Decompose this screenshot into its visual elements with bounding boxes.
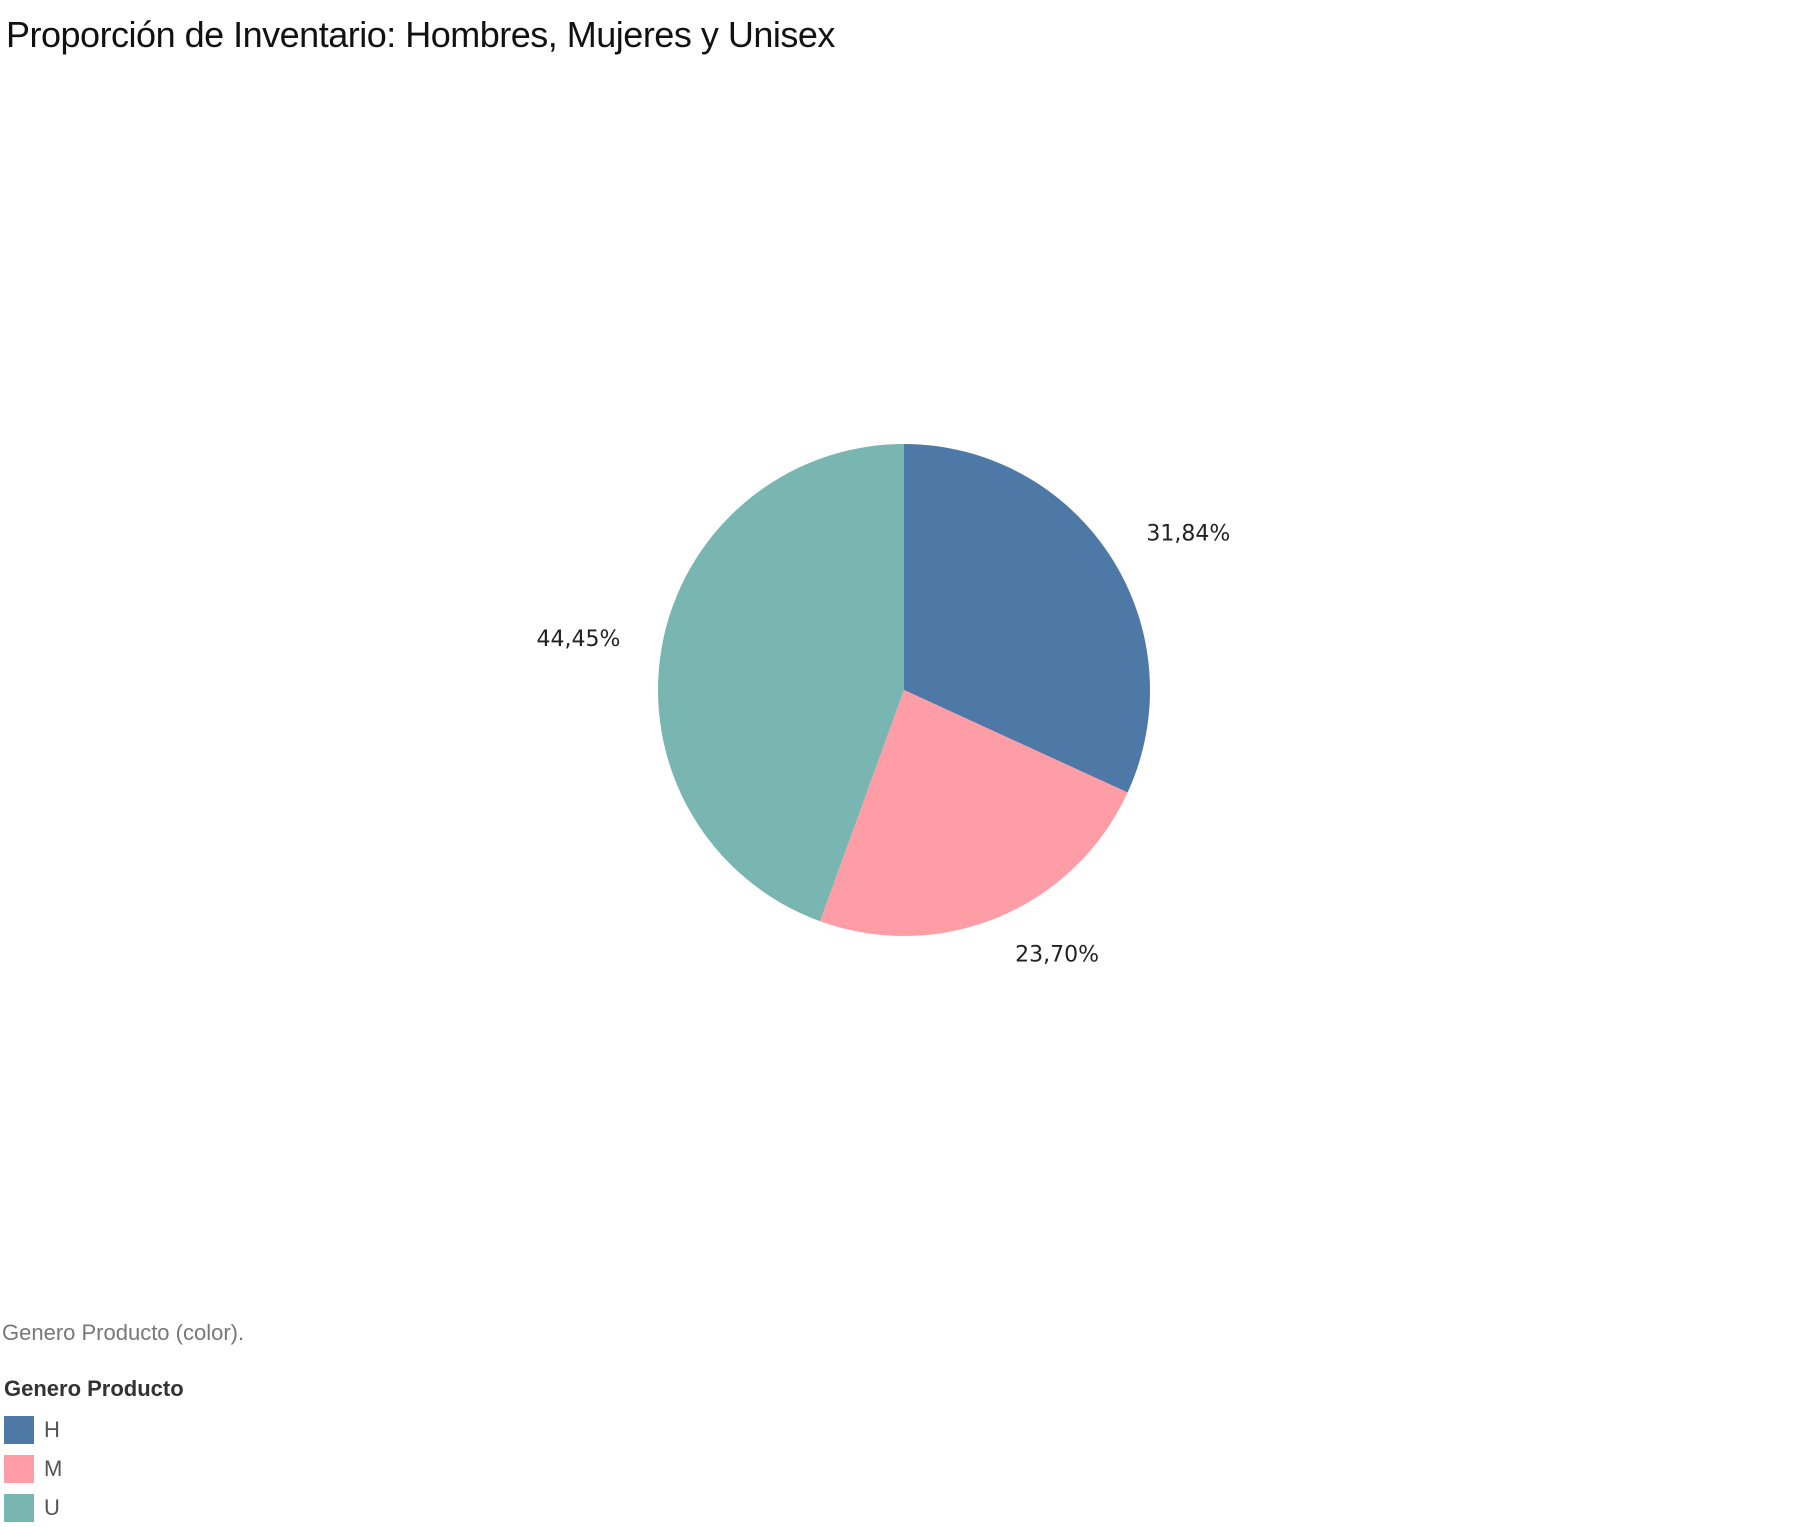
- slice-label-u: 44,45%: [536, 627, 620, 652]
- pie-slice-m[interactable]: [820, 690, 1128, 936]
- legend-item-m[interactable]: M: [4, 1449, 184, 1488]
- legend-swatch-h: [4, 1415, 34, 1444]
- pie-slice-h[interactable]: [904, 444, 1150, 793]
- legend-label-h: H: [44, 1416, 60, 1442]
- chart-caption: Genero Producto (color).: [2, 1320, 245, 1345]
- legend-item-h[interactable]: H: [4, 1410, 184, 1449]
- legend-item-u[interactable]: U: [4, 1488, 184, 1527]
- slice-label-m: 23,70%: [1015, 943, 1099, 968]
- legend-title: Genero Producto: [4, 1376, 184, 1401]
- chart-title: Proporción de Inventario: Hombres, Mujer…: [6, 14, 835, 55]
- legend-swatch-m: [4, 1454, 34, 1483]
- legend: Genero Producto H M U: [4, 1376, 184, 1527]
- legend-label-u: U: [44, 1494, 60, 1520]
- legend-label-m: M: [44, 1455, 63, 1481]
- pie-slice-u[interactable]: [657, 444, 904, 922]
- legend-swatch-u: [4, 1493, 34, 1522]
- slice-label-h: 31,84%: [1146, 521, 1230, 546]
